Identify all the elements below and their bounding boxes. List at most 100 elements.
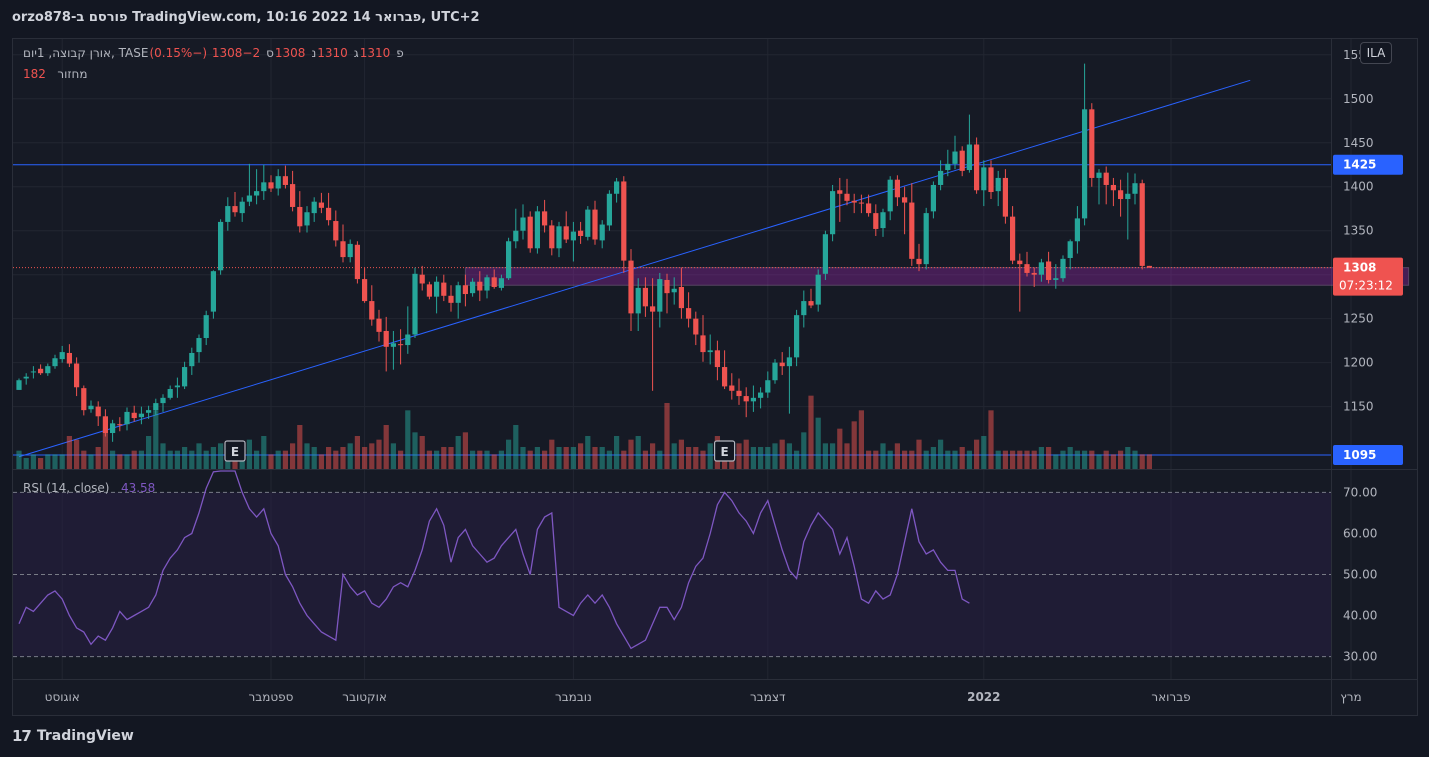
candle-body xyxy=(801,301,807,316)
price-tick-label: 1150 xyxy=(1343,400,1374,414)
candle-body xyxy=(38,368,44,374)
volume-bar xyxy=(606,450,612,469)
volume-bar xyxy=(333,450,339,469)
candle-body xyxy=(923,213,929,265)
candle-body xyxy=(146,410,152,413)
volume-bar xyxy=(174,450,180,469)
candle-body xyxy=(455,285,461,303)
volume-bar xyxy=(779,439,785,469)
candle-body xyxy=(786,357,792,367)
volume-bar xyxy=(938,439,944,469)
volume-bar xyxy=(1110,454,1116,469)
symbol-legend[interactable]: אורן קבוצה, 1יום, TASE פ1310ג1310נ1308ס13… xyxy=(23,46,404,60)
candle-body xyxy=(218,221,224,271)
volume-bar xyxy=(1118,450,1124,469)
candle-body xyxy=(16,380,22,390)
candle-body xyxy=(736,390,742,397)
volume-bar xyxy=(822,443,828,469)
candle-body xyxy=(657,279,663,312)
candle-body xyxy=(232,206,238,213)
candle-body xyxy=(1103,172,1109,185)
volume-bar xyxy=(866,450,872,469)
rsi-legend[interactable]: RSI (14, close) 43.58 xyxy=(23,481,155,495)
volume-bar xyxy=(38,458,44,469)
volume-bar xyxy=(851,421,857,469)
volume-bar xyxy=(916,439,922,469)
candle-body xyxy=(599,224,605,241)
volume-legend[interactable]: מחזור 182 xyxy=(23,67,88,81)
volume-bar xyxy=(498,450,504,469)
candle-body xyxy=(88,405,94,410)
price-tick-label: 1250 xyxy=(1343,312,1374,326)
volume-bar xyxy=(1089,450,1095,469)
candle-body xyxy=(534,211,540,249)
volume-bar xyxy=(981,436,987,469)
tradingview-footer[interactable]: 17 TradingView xyxy=(12,727,134,745)
volume-bar xyxy=(1139,454,1145,469)
volume-bar xyxy=(700,450,706,469)
candle-body xyxy=(81,388,87,411)
volume-bar xyxy=(189,450,195,469)
candle-body xyxy=(887,179,893,212)
volume-bar xyxy=(909,450,915,469)
candle-body xyxy=(779,362,785,367)
legend-part: 1310 xyxy=(359,46,391,60)
candle-body xyxy=(362,279,368,302)
volume-bar xyxy=(470,450,476,469)
volume-bar xyxy=(95,447,101,469)
candle-body xyxy=(844,193,850,201)
volume-bar xyxy=(750,447,756,469)
volume-bar xyxy=(1132,450,1138,469)
volume-bar xyxy=(304,443,310,469)
volume-bar xyxy=(383,425,389,469)
volume-bar xyxy=(1146,454,1152,469)
candle-body xyxy=(858,202,864,204)
candle-body xyxy=(45,366,51,374)
volume-bar xyxy=(1010,450,1016,469)
volume-bar xyxy=(59,454,65,469)
candle-body xyxy=(686,308,692,319)
candle-body xyxy=(1031,272,1037,275)
volume-bar xyxy=(210,447,216,469)
price-tick-label: 1400 xyxy=(1343,180,1374,194)
candle-body xyxy=(693,318,699,335)
volume-bar xyxy=(1082,450,1088,469)
volume-bar xyxy=(326,447,332,469)
candle-body xyxy=(1017,260,1023,265)
volume-bar xyxy=(887,450,893,469)
currency-scale-button[interactable]: ILA xyxy=(1360,42,1392,64)
candle-body xyxy=(1053,278,1059,280)
candle-body xyxy=(196,338,202,353)
volume-bar xyxy=(110,450,116,469)
volume-bar xyxy=(491,454,497,469)
candle-body xyxy=(729,385,735,391)
volume-bar xyxy=(765,447,771,469)
chart-canvas[interactable]: EE11501200125013001350140014501500155030… xyxy=(13,39,1417,715)
candle-body xyxy=(383,330,389,347)
candle-body xyxy=(491,277,497,288)
chart-frame[interactable]: EE11501200125013001350140014501500155030… xyxy=(12,38,1418,716)
candle-body xyxy=(1139,183,1145,266)
volume-bar xyxy=(664,403,670,469)
volume-bar xyxy=(74,439,80,469)
volume-bar xyxy=(153,410,159,469)
candle-body xyxy=(297,206,303,227)
volume-bar xyxy=(520,447,526,469)
candle-body xyxy=(174,385,180,388)
volume-bar xyxy=(419,436,425,469)
volume-bar xyxy=(81,450,87,469)
volume-bar xyxy=(578,443,584,469)
volume-bar xyxy=(815,417,821,469)
candle-body xyxy=(470,281,476,294)
volume-bar xyxy=(1024,450,1030,469)
candle-body xyxy=(462,285,468,295)
candle-body xyxy=(837,190,843,194)
volume-bar xyxy=(196,443,202,469)
candle-body xyxy=(261,182,267,192)
rsi-line xyxy=(18,470,970,650)
time-axis-label: פברואר xyxy=(1151,690,1190,704)
legend-part: ס xyxy=(266,46,274,60)
legend-part: אורן קבוצה, 1יום, TASE xyxy=(23,46,149,60)
candle-body xyxy=(606,193,612,226)
volume-bar xyxy=(974,439,980,469)
